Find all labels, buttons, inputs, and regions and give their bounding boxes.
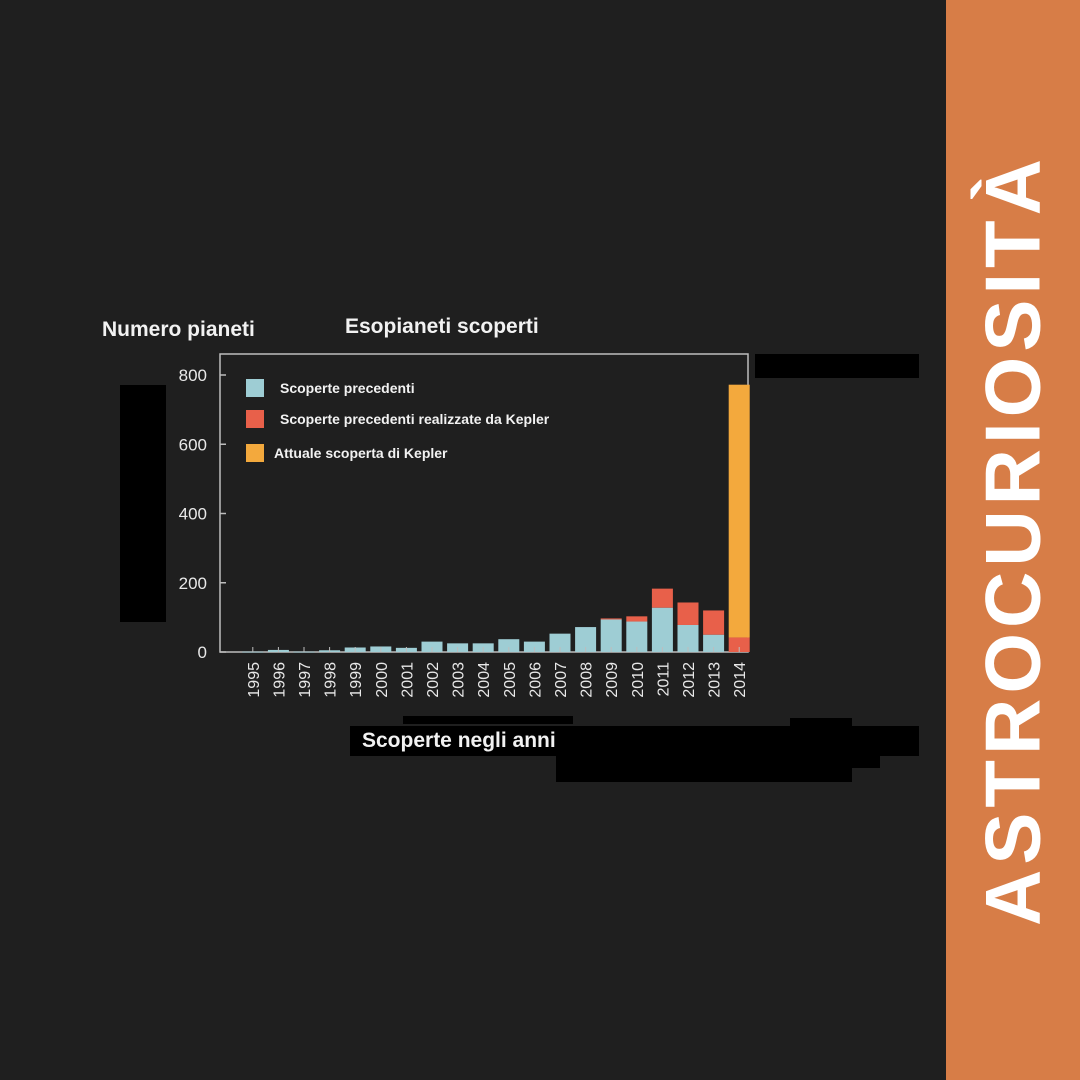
y-tick-label: 0 — [198, 643, 207, 662]
bar-segment-2007-series-0 — [549, 633, 571, 652]
legend-swatch-previous — [246, 379, 264, 397]
bar-segment-2002-series-0 — [421, 641, 443, 652]
chart-title: Esopianeti scoperti — [345, 315, 539, 338]
x-tick-label: 2008 — [579, 662, 596, 698]
bar-segment-2009-series-0 — [600, 619, 622, 652]
x-tick-label: 2010 — [630, 662, 647, 698]
redaction-block-top-right — [755, 354, 919, 378]
y-tick-label: 400 — [179, 505, 207, 524]
bar-segment-2014-series-1 — [728, 637, 750, 652]
x-tick-label: 2003 — [451, 662, 468, 698]
bar-segment-2013-series-0 — [703, 634, 725, 652]
x-tick-label: 1997 — [297, 662, 314, 698]
x-tick-label: 2004 — [476, 662, 493, 698]
bar-segment-2014-series-2 — [728, 384, 750, 638]
bar-segment-2005-series-0 — [498, 639, 520, 652]
redaction-block-bottom — [403, 716, 573, 724]
legend-item-kepler-current: Attuale scoperta di Kepler — [246, 443, 448, 463]
redaction-block-left — [120, 385, 166, 622]
x-tick-label: 1999 — [348, 662, 365, 698]
redaction-block-bottom — [350, 726, 919, 756]
bar-segment-2010-series-0 — [626, 621, 648, 652]
x-tick-label: 1998 — [323, 662, 340, 698]
x-tick-label: 2007 — [553, 662, 570, 698]
bar-segment-1997-series-0 — [293, 651, 315, 653]
bar-segment-2013-series-1 — [703, 610, 725, 635]
x-tick-label: 2005 — [502, 662, 519, 698]
x-axis-title: Scoperte negli anni — [362, 729, 556, 752]
x-tick-label: 2013 — [707, 662, 724, 698]
sidebar-banner: ASTROCURIOSITÀ — [946, 0, 1080, 1080]
bar-segment-2012-series-0 — [677, 624, 699, 652]
bar-segment-2009-series-1 — [600, 618, 622, 620]
x-tick-label: 2009 — [604, 662, 621, 698]
redaction-block-bottom — [556, 766, 852, 782]
y-tick-label: 200 — [179, 574, 207, 593]
legend-swatch-kepler-previous — [246, 410, 264, 428]
bar-segment-2012-series-1 — [677, 602, 699, 625]
legend-swatch-kepler-current — [246, 444, 264, 462]
x-tick-label: 2014 — [732, 662, 749, 698]
x-tick-label: 2006 — [527, 662, 544, 698]
bar-segment-2008-series-0 — [575, 627, 597, 652]
bar-segment-2010-series-1 — [626, 616, 648, 622]
x-tick-label: 2011 — [655, 662, 672, 697]
x-tick-label: 2012 — [681, 662, 698, 698]
bar-segment-2011-series-1 — [651, 588, 673, 608]
legend-label-previous: Scoperte precedenti — [280, 380, 415, 396]
legend-item-previous: Scoperte precedenti — [246, 378, 415, 398]
legend-label-kepler-current: Attuale scoperta di Kepler — [274, 445, 448, 461]
x-tick-label: 2002 — [425, 662, 442, 698]
bar-segment-1995-series-0 — [242, 651, 264, 653]
x-tick-label: 2000 — [374, 662, 391, 698]
y-axis-title: Numero pianeti — [102, 318, 255, 341]
x-tick-label: 1995 — [246, 662, 263, 698]
bar-segment-2006-series-0 — [523, 641, 545, 652]
y-tick-label: 800 — [179, 366, 207, 385]
x-tick-label: 2001 — [399, 662, 416, 698]
y-tick-label: 600 — [179, 435, 207, 454]
legend-label-kepler-previous: Scoperte precedenti realizzate da Kepler — [280, 411, 550, 427]
redaction-block-bottom — [556, 754, 880, 768]
legend-item-kepler-previous: Scoperte precedenti realizzate da Kepler — [246, 409, 549, 429]
x-tick-label: 1996 — [271, 662, 288, 698]
bar-segment-2011-series-0 — [651, 607, 673, 652]
